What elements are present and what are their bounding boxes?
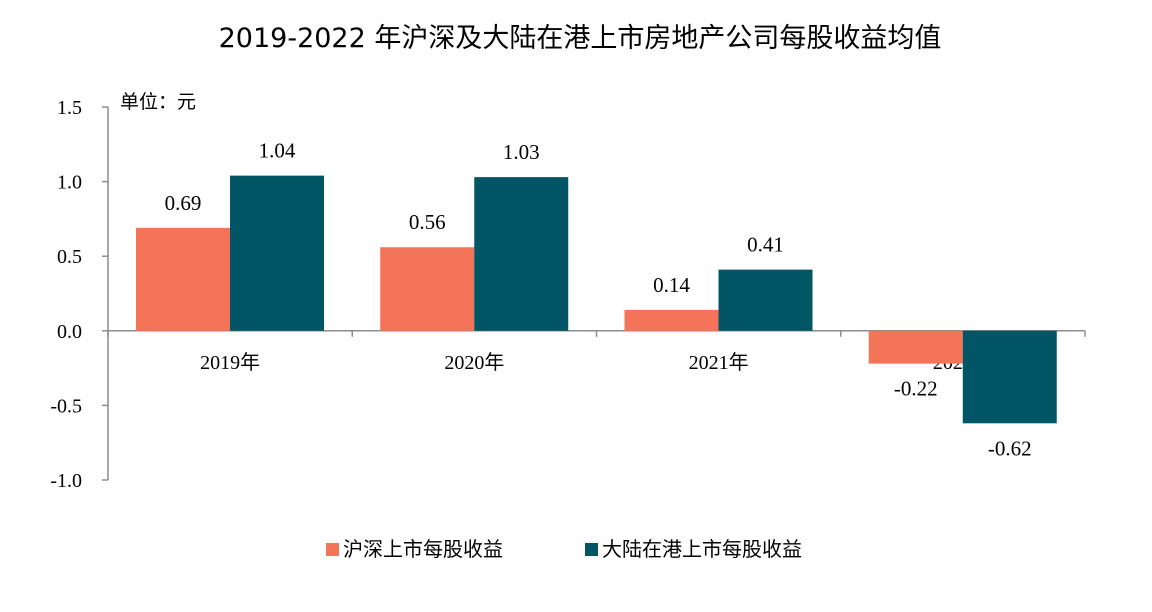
data-label: 1.03	[503, 140, 540, 164]
bar-series-1	[380, 247, 475, 331]
bars	[136, 175, 1057, 424]
data-labels: 0.69 0.56 0.14 -0.22 1.04 1.03 0.41 -0.62	[165, 139, 1032, 461]
bar-series-2	[962, 330, 1057, 424]
chart-title: 2019-2022 年沪深及大陆在港上市房地产公司每股收益均值	[219, 23, 942, 54]
data-label: 0.69	[165, 191, 202, 215]
x-category-label: 2020年	[444, 351, 504, 374]
bar-series-2	[474, 177, 569, 331]
y-tick-label: 0.5	[57, 246, 82, 268]
bar-series-1	[868, 330, 963, 364]
y-tick-label: -1.0	[50, 470, 82, 492]
data-label: 0.14	[653, 273, 690, 297]
legend-label: 大陆在港上市每股收益	[602, 537, 802, 561]
legend: 沪深上市每股收益 大陆在港上市每股收益	[326, 537, 802, 561]
bar-series-1	[624, 309, 719, 331]
x-category-label: 2019年	[200, 351, 260, 374]
unit-label: 单位：元	[120, 91, 196, 113]
legend-swatch	[326, 543, 339, 556]
data-label: -0.62	[988, 436, 1032, 460]
y-tick-label: 1.5	[57, 97, 82, 119]
y-tick-label: -0.5	[50, 395, 82, 417]
legend-label: 沪深上市每股收益	[343, 537, 503, 561]
y-tick-label: 1.0	[57, 172, 82, 194]
legend-swatch	[585, 543, 598, 556]
data-label: 0.56	[409, 210, 446, 234]
data-label: 0.41	[747, 233, 784, 257]
bar-series-2	[718, 269, 813, 331]
y-tick-label: 0.0	[57, 321, 82, 343]
data-label: -0.22	[894, 377, 938, 401]
x-category-label: 2021年	[689, 351, 749, 374]
bar-series-1	[136, 227, 230, 331]
bar-series-2	[230, 175, 324, 331]
data-label: 1.04	[259, 139, 296, 163]
